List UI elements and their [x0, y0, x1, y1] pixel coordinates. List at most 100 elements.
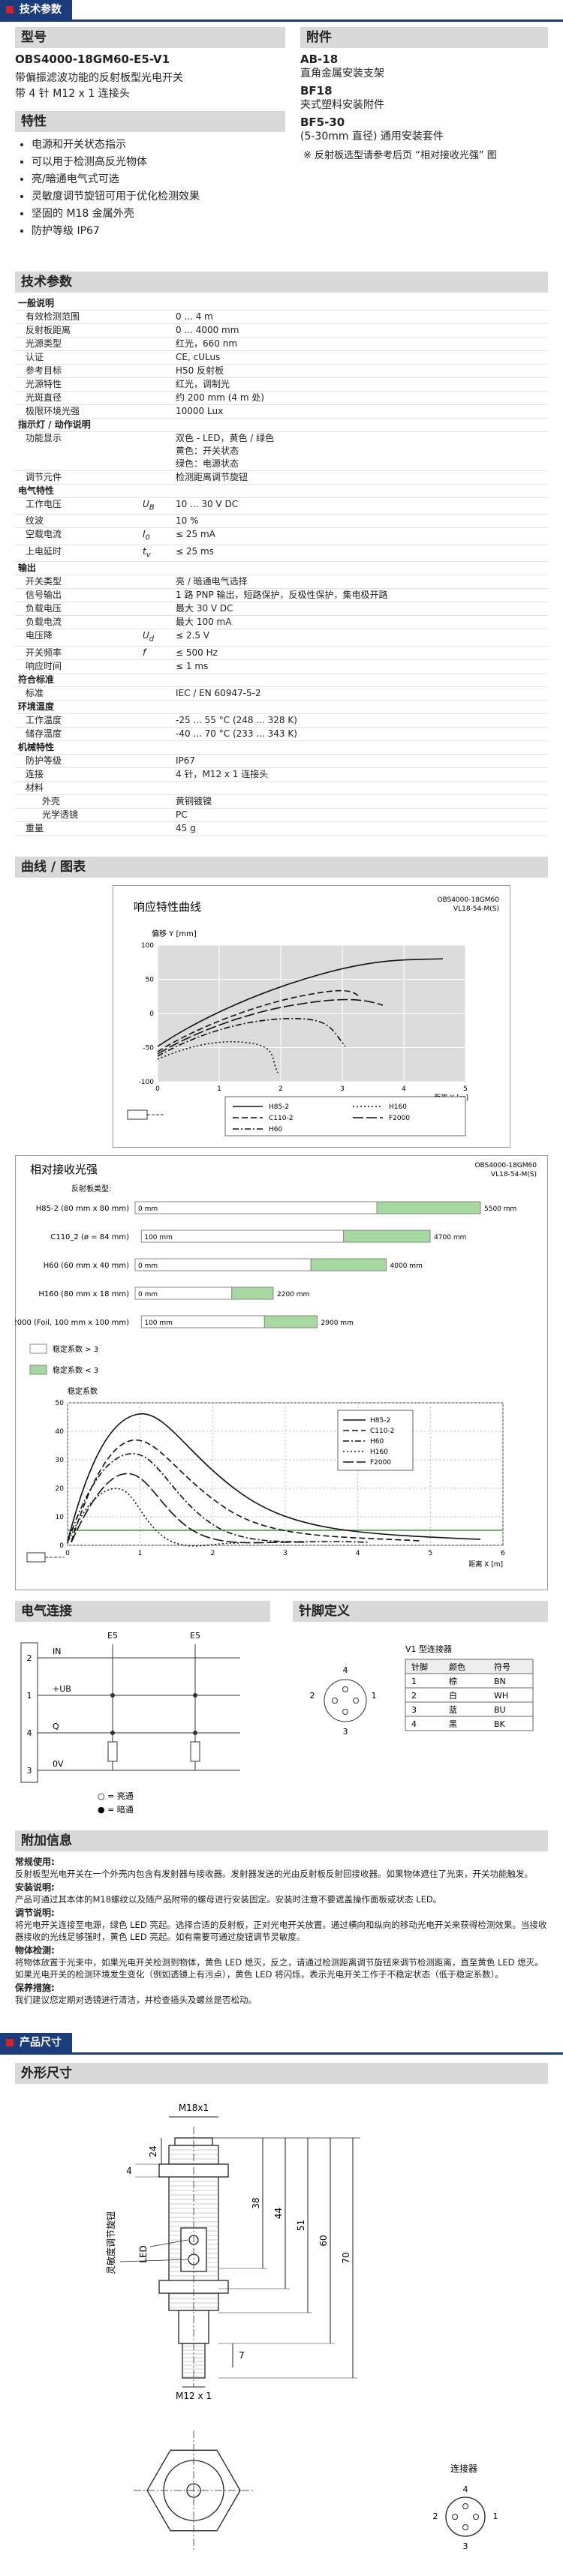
- x-tick-label: 1: [217, 1085, 221, 1093]
- bar-start-label: 100 mm: [144, 1234, 173, 1241]
- spec-value: 1 路 PNP 输出，短路保护，反极性保护，集电极开路: [176, 590, 388, 601]
- spec-value: 45 g: [176, 822, 196, 833]
- spec-row: 连接 4 针，M12 x 1 连接头: [15, 768, 548, 782]
- pin-label: IN: [53, 1647, 61, 1656]
- legend-label: F2000: [389, 1115, 410, 1122]
- spec-row: 认证 CE, cULus: [15, 351, 548, 365]
- spec-symbol: [143, 687, 176, 700]
- chart-model: VL18-54-M(S): [491, 1171, 537, 1178]
- paragraph-title: 调节说明:: [15, 1908, 55, 1918]
- x-tick-label: 5: [463, 1085, 468, 1093]
- accessory-name: BF5-30: [300, 116, 345, 129]
- y-tick-label: 30: [56, 1457, 65, 1464]
- symbol-subscript: B: [149, 503, 155, 512]
- spec-value: 红光，调制光: [176, 379, 230, 389]
- pin-number: 1: [372, 1691, 377, 1701]
- legend-label: ● = 暗通: [98, 1804, 134, 1815]
- electrical-section: 电气连接: [15, 1601, 270, 1626]
- pin-number: 3: [343, 1727, 348, 1737]
- terminal-block: [20, 1642, 38, 1783]
- legend-label: H85-2: [370, 1417, 390, 1425]
- pin-number: 2: [433, 2511, 438, 2521]
- intensity-chart: 相对接收光强 OBS4000-18GM60 VL18-54-M(S) 反射板类型: H8…: [15, 1155, 548, 1590]
- section-heading: 外形尺寸: [15, 2063, 548, 2084]
- spec-value: 最大 100 mA: [176, 617, 232, 628]
- y-tick-label: 0: [59, 1542, 64, 1550]
- spec-value: PC: [176, 809, 188, 820]
- spec-group-title: 输出: [15, 562, 548, 576]
- spec-symbol: [143, 768, 176, 781]
- symbol: U: [143, 499, 149, 509]
- legend-label: H85-2: [269, 1103, 289, 1111]
- spec-label: 光源特性: [26, 379, 62, 389]
- spec-row: 反射板距离 0 ... 4000 mm: [15, 324, 548, 338]
- curve-section: 曲线 / 图表: [15, 857, 548, 882]
- x-tick-label: 0: [155, 1085, 160, 1093]
- section-heading: 曲线 / 图表: [15, 857, 548, 878]
- pin-number: 4: [463, 2484, 468, 2494]
- table-cell: 3: [411, 1705, 417, 1715]
- spec-label: 标准: [26, 687, 44, 698]
- connector-pin: [342, 1686, 348, 1692]
- spec-label: 极限环境光强: [26, 406, 80, 416]
- range-legend-swatch: [29, 1365, 47, 1375]
- spec-value: [176, 782, 548, 794]
- spec-label: 有效检测范围: [26, 311, 80, 322]
- spec-label: 重量: [26, 822, 44, 833]
- range-bar-stable: [310, 1258, 387, 1271]
- y-tick-label: 40: [56, 1428, 65, 1436]
- spec-label: 参考目标: [26, 365, 62, 376]
- chart-title: 响应特性曲线: [134, 900, 201, 914]
- intensity-curve: [71, 1473, 309, 1544]
- table-header: 符号: [494, 1662, 510, 1672]
- model-section: 型号 OBS4000-18GM60-E5-V1 带偏振滤波功能的反射板型光电开关带 …: [15, 27, 285, 240]
- chart-model: VL18-54-M(S): [453, 905, 499, 913]
- y-tick-label: -50: [143, 1045, 154, 1052]
- connector-label: V1 型连接器: [405, 1644, 452, 1654]
- spec-value: 0 ... 4 m: [176, 311, 213, 322]
- spec-row: 光学透镜 PC: [15, 809, 548, 822]
- x-tick-label: 4: [402, 1085, 406, 1093]
- pin-number: 2: [310, 1691, 315, 1701]
- spec-value: 4 针，M12 x 1 连接头: [176, 768, 269, 779]
- spec-value-line: 双色 - LED，黄色 / 绿色: [176, 433, 275, 443]
- x-tick-label: 5: [428, 1550, 432, 1557]
- load: [107, 1741, 118, 1762]
- range-bar-stable: [263, 1315, 318, 1329]
- symbol-subscript: 0: [145, 533, 150, 542]
- spec-value: 亮 / 暗通电气选择: [176, 576, 248, 587]
- spec-section: 技术参数 一般说明 有效检测范围 0 ... 4 m 反射板距离 0 ... 4000 m…: [15, 272, 548, 836]
- spec-row: 光源类型 红光，660 nm: [15, 338, 548, 351]
- spec-value: 检测距离调节旋钮: [176, 472, 248, 482]
- x-tick-label: 3: [340, 1085, 345, 1093]
- column-label: E5: [190, 1631, 200, 1641]
- spec-value: CE, cULus: [176, 352, 221, 362]
- section-heading: 型号: [15, 27, 285, 48]
- top-tab: 技术参数: [0, 0, 72, 20]
- legend-label: ○ = 亮通: [98, 1791, 134, 1801]
- bar-start-label: 0 mm: [138, 1291, 158, 1299]
- spec-row: 材料: [15, 782, 548, 795]
- range-bar: [134, 1201, 378, 1214]
- dimension-value: 60: [318, 2235, 329, 2246]
- spec-value: ≤ 25 mA: [176, 529, 215, 540]
- dimension-tab: 产品尺寸: [0, 2033, 72, 2052]
- spec-value: ≤ 500 Hz: [176, 647, 218, 658]
- response-curve: [157, 989, 361, 1052]
- dimension-bar: 产品尺寸: [0, 2033, 563, 2055]
- y-tick-label: -100: [139, 1079, 155, 1086]
- x-tick-label: 4: [356, 1550, 360, 1557]
- paragraph-title: 保养措施:: [15, 1983, 55, 1993]
- table-cell: BK: [494, 1719, 506, 1729]
- spec-symbol: [143, 338, 176, 350]
- spec-row: 开关类型 亮 / 暗通电气选择: [15, 575, 548, 590]
- connector-label: 连接器: [450, 2463, 477, 2474]
- table-cell: 黑: [449, 1719, 457, 1729]
- connector-pin: [332, 1698, 338, 1704]
- pin-number: 3: [27, 1766, 32, 1776]
- spec-symbol: [143, 575, 176, 588]
- section-heading: 电气连接: [15, 1601, 270, 1622]
- spec-label: 连接: [26, 768, 44, 779]
